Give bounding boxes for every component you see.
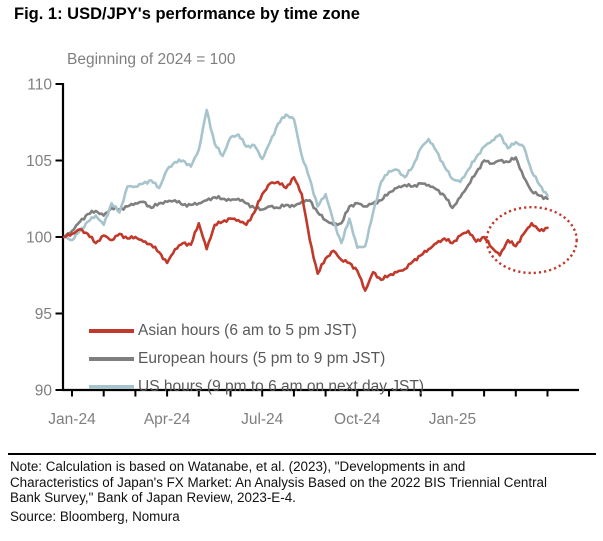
y-tick-label: 105 — [26, 153, 52, 170]
y-tick-label: 90 — [35, 383, 53, 400]
x-tick-label: Apr-24 — [144, 411, 191, 428]
asian-line-swatch — [89, 329, 134, 333]
x-tick-label: Oct-24 — [334, 411, 381, 428]
y-tick-label: 110 — [27, 77, 52, 94]
separator-line — [8, 453, 596, 456]
legend-label-us: US hours (9 pm to 6 am on next day JST) — [138, 378, 425, 395]
legend: Asian hours (6 am to 5 pm JST) European … — [89, 317, 424, 401]
x-tick-label: Jul-24 — [241, 411, 284, 428]
legend-item-us: US hours (9 pm to 6 am on next day JST) — [89, 373, 424, 401]
series-asian-line — [62, 176, 549, 292]
y-tick-label: 100 — [26, 230, 52, 247]
legend-label-asian: Asian hours (6 am to 5 pm JST) — [138, 322, 357, 339]
x-tick-label: Jan-24 — [48, 411, 96, 428]
series-european-line — [62, 156, 549, 239]
legend-label-european: European hours (5 pm to 9 pm JST) — [138, 350, 386, 367]
european-line-swatch — [89, 357, 134, 361]
source-text: Source: Bloomberg, Nomura — [10, 509, 180, 524]
x-tick-label: Jan-25 — [429, 411, 476, 428]
axis-unit-label: Beginning of 2024 = 100 — [67, 51, 236, 68]
legend-item-european: European hours (5 pm to 9 pm JST) — [89, 345, 424, 373]
legend-item-asian: Asian hours (6 am to 5 pm JST) — [89, 317, 424, 345]
us-line-swatch — [89, 385, 134, 389]
series-us-line — [62, 108, 549, 249]
highlight-ellipse — [485, 205, 578, 275]
note-text: Note: Calculation is based on Watanabe, … — [10, 459, 547, 506]
figure-title: Fig. 1: USD/JPY's performance by time zo… — [14, 5, 360, 23]
chart-canvas: 90 95 100 105 110 Jan-24 Apr-24 Jul-24 Oct-24 Jan… — [26, 77, 579, 428]
y-tick-label: 95 — [35, 306, 52, 323]
